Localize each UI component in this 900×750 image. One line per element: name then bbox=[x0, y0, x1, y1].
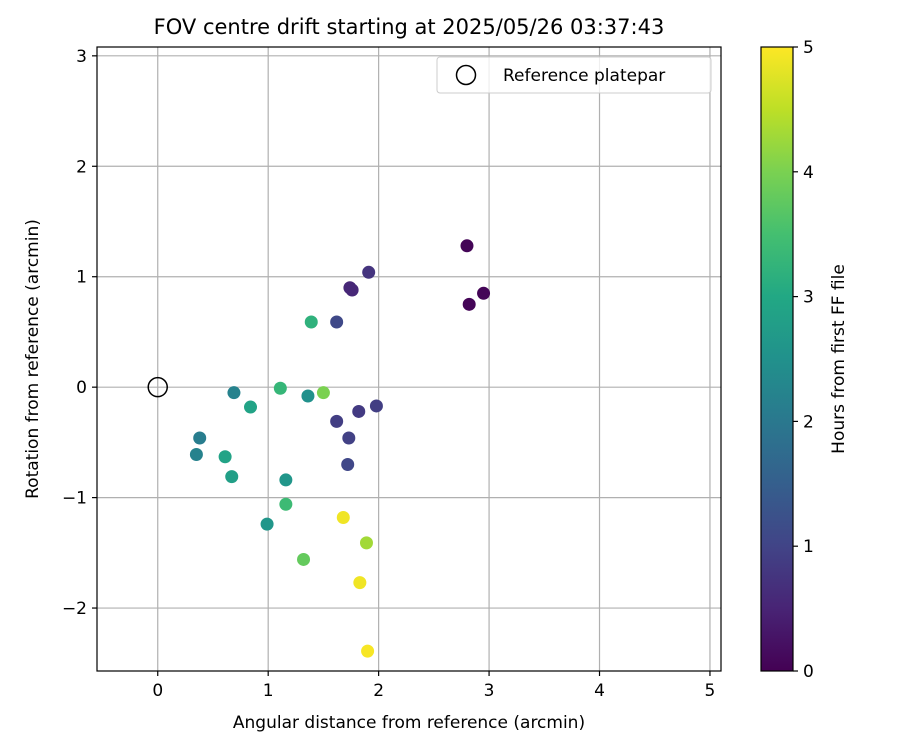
data-point-4 bbox=[345, 283, 359, 297]
plot-frame bbox=[96, 46, 722, 672]
x-tick-label: 2 bbox=[373, 681, 384, 701]
data-point-23 bbox=[279, 497, 293, 511]
legend-label: Reference platepar bbox=[503, 66, 665, 86]
data-point-19 bbox=[189, 448, 203, 462]
chart-title: FOV centre drift starting at 2025/05/26 … bbox=[154, 15, 665, 39]
data-point-5 bbox=[362, 265, 376, 279]
data-point-22 bbox=[279, 473, 293, 487]
data-points bbox=[147, 239, 491, 658]
data-point-26 bbox=[336, 510, 350, 524]
x-tick-label: 1 bbox=[263, 681, 274, 701]
x-tick-label: 0 bbox=[152, 681, 163, 701]
data-point-0 bbox=[460, 239, 474, 253]
colorbar: 0 1 2 3 4 5 Hours from first FF file bbox=[760, 38, 849, 682]
data-point-15 bbox=[316, 386, 330, 400]
y-tick-label: 2 bbox=[76, 157, 87, 177]
data-point-10 bbox=[342, 431, 356, 445]
data-point-27 bbox=[359, 536, 373, 550]
colorbar-tick-label: 1 bbox=[803, 537, 814, 557]
data-point-13 bbox=[301, 389, 315, 403]
data-point-11 bbox=[341, 457, 355, 471]
x-tick-label: 5 bbox=[705, 681, 716, 701]
y-tick-label: 3 bbox=[76, 47, 87, 67]
data-point-16 bbox=[227, 386, 241, 400]
data-point-14 bbox=[273, 381, 287, 395]
data-point-21 bbox=[225, 470, 239, 484]
grid-lines bbox=[97, 47, 721, 671]
data-point-28 bbox=[353, 576, 367, 590]
data-point-6 bbox=[330, 315, 344, 329]
colorbar-tick-label: 0 bbox=[803, 662, 814, 682]
x-tick-label: 3 bbox=[484, 681, 495, 701]
y-tick-label: 0 bbox=[76, 378, 87, 398]
data-point-9 bbox=[330, 414, 344, 428]
data-point-18 bbox=[193, 431, 207, 445]
colorbar-tick-label: 3 bbox=[803, 288, 814, 308]
y-tick-label: −2 bbox=[62, 599, 87, 619]
data-point-7 bbox=[369, 399, 383, 413]
data-point-2 bbox=[462, 297, 476, 311]
data-point-24 bbox=[260, 517, 274, 531]
axes: 0 1 2 3 4 5 −2 −1 0 1 2 3 bbox=[62, 47, 715, 701]
legend: Reference platepar bbox=[436, 56, 712, 94]
data-point-29 bbox=[361, 644, 375, 658]
data-point-12 bbox=[304, 315, 318, 329]
colorbar-tick-label: 2 bbox=[803, 412, 814, 432]
data-point-1 bbox=[477, 286, 491, 300]
legend-reference-marker bbox=[455, 64, 477, 86]
data-point-8 bbox=[352, 404, 366, 418]
x-tick-label: 4 bbox=[594, 681, 605, 701]
colorbar-ticks: 0 1 2 3 4 5 bbox=[793, 38, 814, 682]
data-point-20 bbox=[218, 450, 232, 464]
y-axis-label: Rotation from reference (arcmin) bbox=[23, 219, 43, 499]
colorbar-tick-label: 5 bbox=[803, 38, 814, 58]
x-axis-label: Angular distance from reference (arcmin) bbox=[233, 713, 585, 733]
reference-platepar-marker bbox=[147, 376, 168, 398]
y-tick-label: 1 bbox=[76, 268, 87, 288]
legend-box bbox=[436, 56, 712, 94]
colorbar-tick-label: 4 bbox=[803, 163, 814, 183]
data-point-25 bbox=[297, 552, 311, 566]
data-point-17 bbox=[244, 400, 258, 414]
y-tick-label: −1 bbox=[62, 489, 87, 509]
colorbar-gradient bbox=[760, 46, 794, 672]
colorbar-label: Hours from first FF file bbox=[829, 264, 849, 454]
